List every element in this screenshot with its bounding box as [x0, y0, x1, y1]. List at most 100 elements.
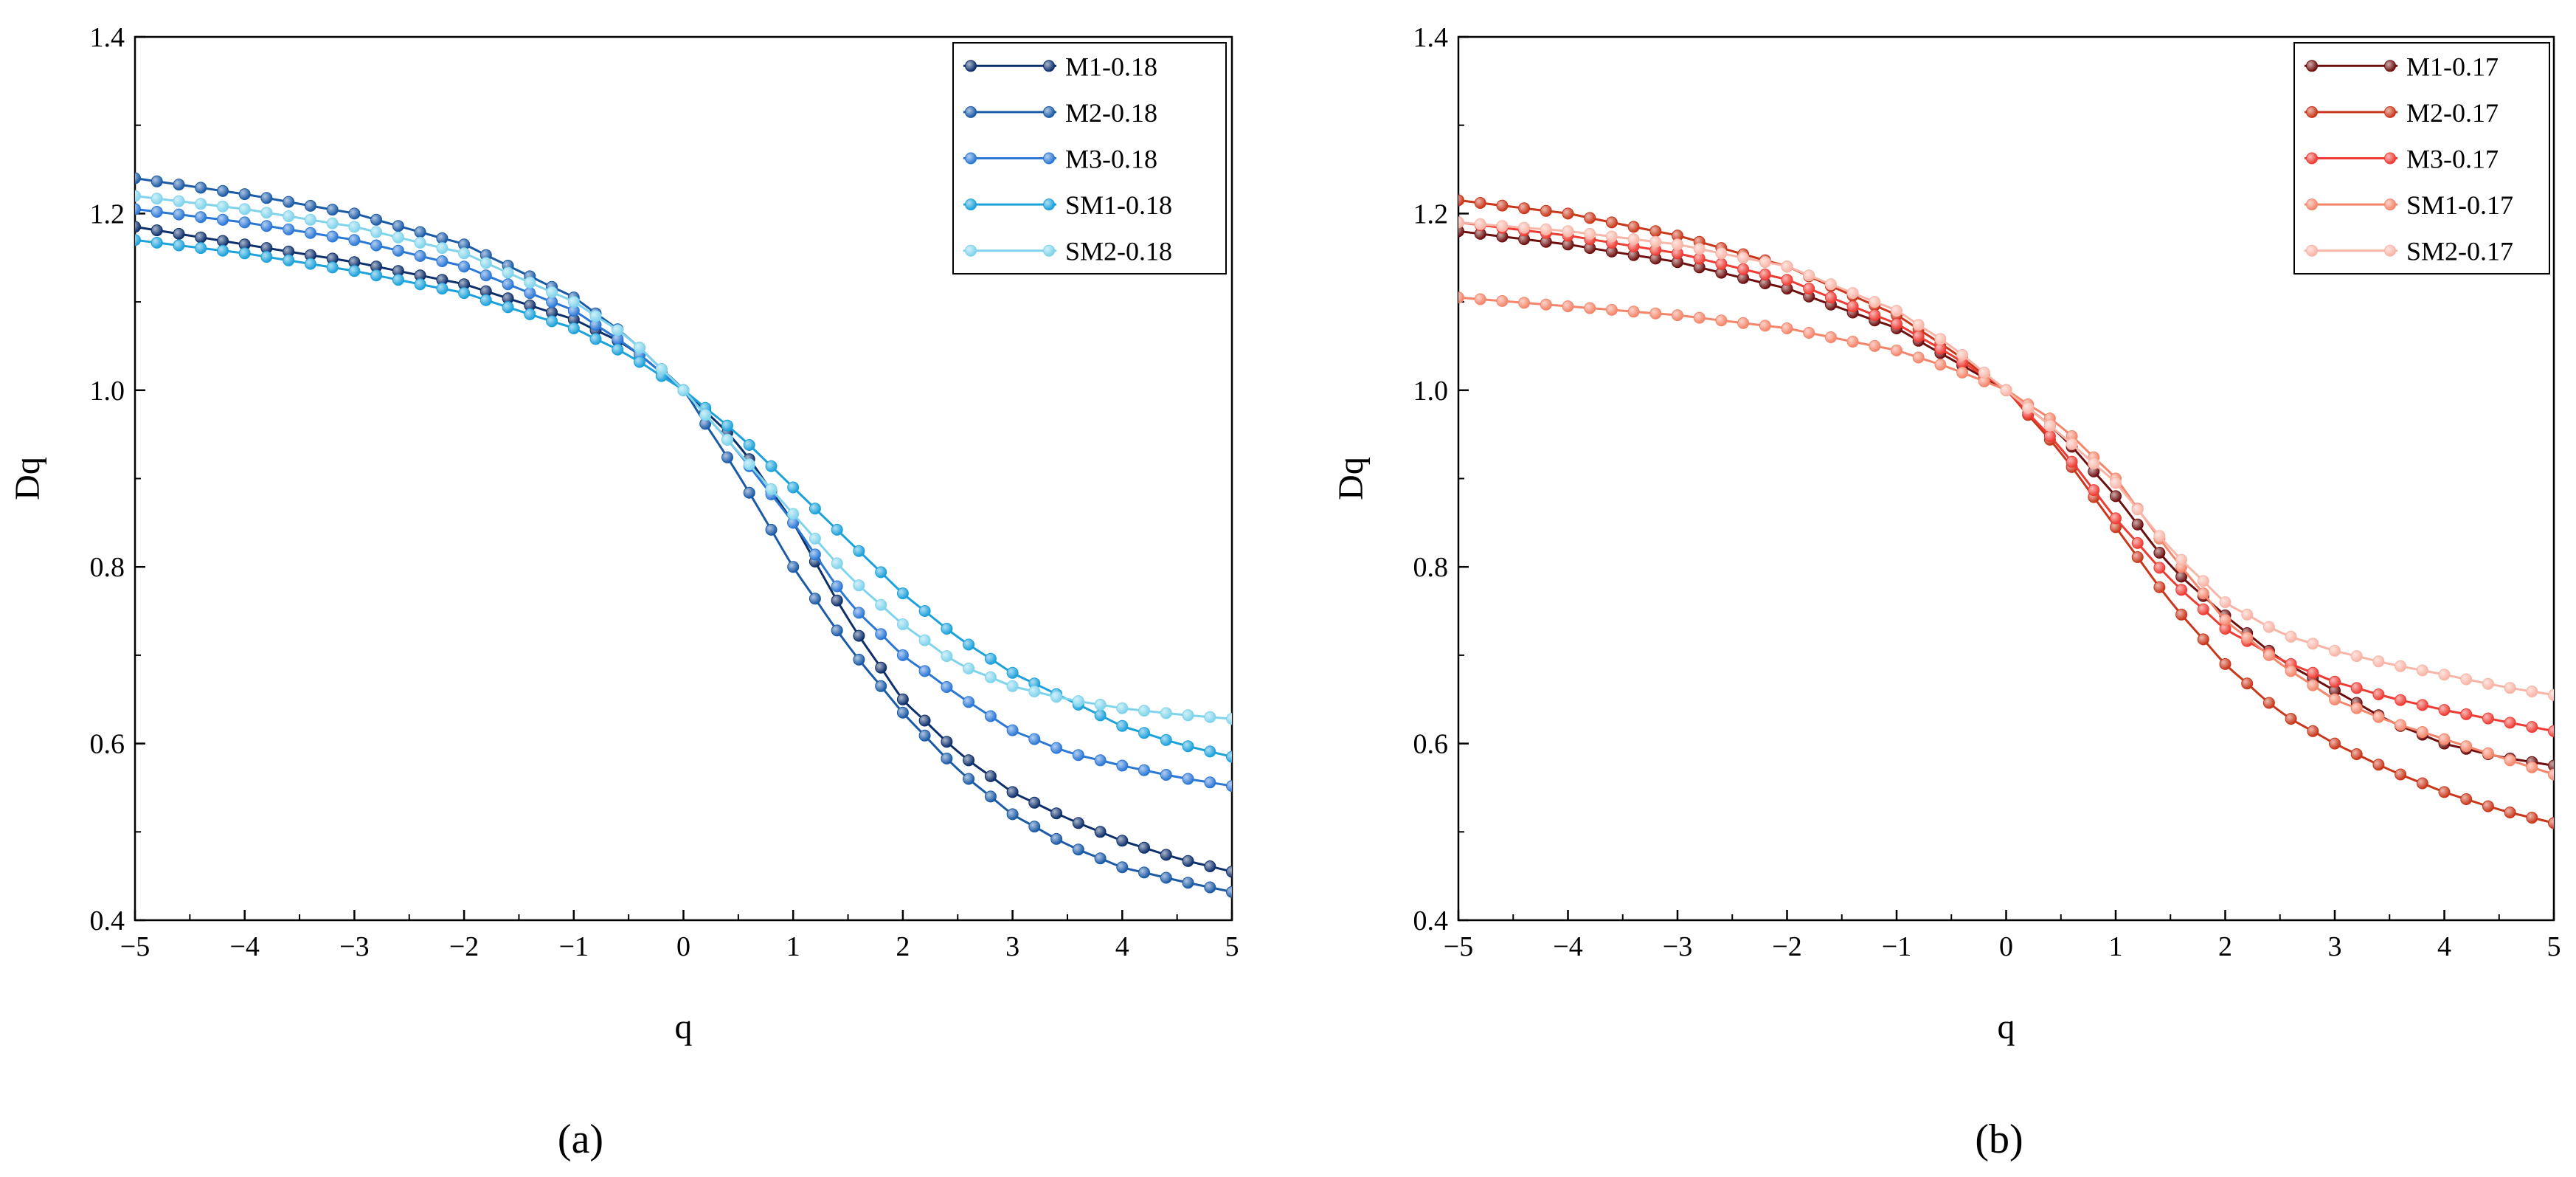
data-point	[1160, 849, 1172, 861]
caption-b: (b)	[1975, 1116, 2023, 1162]
data-point	[984, 710, 997, 722]
data-point	[1781, 322, 1793, 334]
data-point	[1182, 740, 1194, 753]
data-point	[2526, 686, 2538, 697]
data-point	[1891, 305, 1902, 317]
data-point	[655, 363, 668, 376]
data-point	[941, 623, 953, 635]
data-point	[2197, 603, 2209, 615]
data-point	[1028, 733, 1041, 745]
data-point	[1737, 263, 1750, 275]
data-point	[567, 296, 580, 308]
data-point	[414, 278, 426, 291]
legend-marker	[1043, 199, 1055, 211]
data-point	[1072, 843, 1084, 856]
data-point	[1715, 314, 1728, 327]
x-tick-label: 3	[2328, 931, 2342, 962]
data-point	[2372, 655, 2385, 668]
data-point	[1094, 754, 1107, 767]
legend-item: SM1-0.17	[2305, 190, 2513, 220]
x-tick-label: −3	[1663, 931, 1692, 962]
data-point	[634, 356, 645, 368]
data-point	[1006, 680, 1019, 692]
legend-marker	[2384, 60, 2396, 72]
data-point	[896, 693, 909, 705]
data-point	[743, 458, 755, 471]
data-point	[2526, 761, 2538, 773]
data-point	[853, 653, 865, 666]
data-point	[918, 729, 931, 742]
data-point	[1138, 866, 1150, 879]
data-point	[1204, 776, 1216, 789]
data-point	[195, 211, 207, 224]
data-point	[1496, 199, 1509, 212]
data-point	[1891, 318, 1902, 330]
data-point	[524, 308, 536, 320]
data-point	[2548, 688, 2554, 701]
data-point	[589, 310, 602, 322]
data-point	[2110, 490, 2122, 503]
data-point	[941, 752, 953, 764]
y-axis-title: Dq	[8, 457, 47, 500]
x-tick-label: 1	[2109, 931, 2123, 962]
data-point	[348, 265, 361, 277]
data-point	[831, 624, 843, 637]
data-point	[2504, 754, 2516, 767]
data-point	[135, 190, 141, 202]
data-point	[135, 203, 141, 215]
y-tick-label: 1.4	[1413, 22, 1449, 53]
x-tick-label: −2	[449, 931, 479, 962]
data-point	[2043, 430, 2056, 442]
data-point	[1094, 698, 1107, 711]
data-point	[283, 223, 295, 235]
data-point	[1869, 339, 1881, 352]
legend-marker	[1043, 244, 1055, 257]
data-point	[2307, 666, 2319, 679]
data-point	[2110, 477, 2122, 489]
data-point	[1458, 225, 1464, 238]
data-point	[1627, 306, 1640, 318]
data-point	[2548, 768, 2554, 781]
data-point	[1116, 861, 1129, 874]
data-point	[173, 227, 185, 240]
data-point	[2197, 575, 2209, 587]
data-point	[135, 221, 141, 233]
legend-label: SM1-0.18	[1065, 190, 1172, 220]
x-tick-label: 4	[2437, 931, 2451, 962]
data-point	[2548, 759, 2554, 772]
data-point	[304, 199, 316, 212]
data-point	[370, 226, 383, 238]
data-point	[1803, 327, 1815, 339]
legend-label: SM1-0.17	[2406, 190, 2513, 220]
series-M2-0.18	[135, 172, 1232, 898]
data-point	[2504, 717, 2516, 729]
data-point	[875, 628, 887, 641]
data-point	[984, 770, 997, 782]
data-point	[1006, 724, 1019, 736]
data-point	[2350, 682, 2363, 694]
x-tick-label: 3	[1005, 931, 1019, 962]
data-point	[1160, 707, 1172, 719]
data-point	[2350, 748, 2363, 760]
data-point	[963, 638, 975, 651]
data-point	[1584, 212, 1596, 224]
data-point	[963, 754, 975, 767]
data-point	[2175, 608, 2188, 621]
data-point	[524, 276, 536, 289]
x-tick-label: 0	[1999, 931, 2013, 962]
data-point	[941, 681, 953, 693]
y-tick-label: 0.8	[1413, 552, 1449, 583]
x-tick-label: −1	[1882, 931, 1911, 962]
data-point	[2022, 401, 2035, 414]
data-point	[1737, 252, 1750, 264]
data-point	[304, 213, 316, 226]
data-point	[1912, 330, 1925, 342]
data-point	[173, 179, 185, 191]
data-point	[1182, 709, 1194, 722]
data-point	[1846, 300, 1859, 313]
data-point	[1715, 258, 1728, 270]
data-point	[2175, 553, 2188, 566]
data-point	[875, 566, 887, 579]
data-point	[2416, 664, 2428, 677]
legend-item: M2-0.18	[963, 98, 1157, 128]
